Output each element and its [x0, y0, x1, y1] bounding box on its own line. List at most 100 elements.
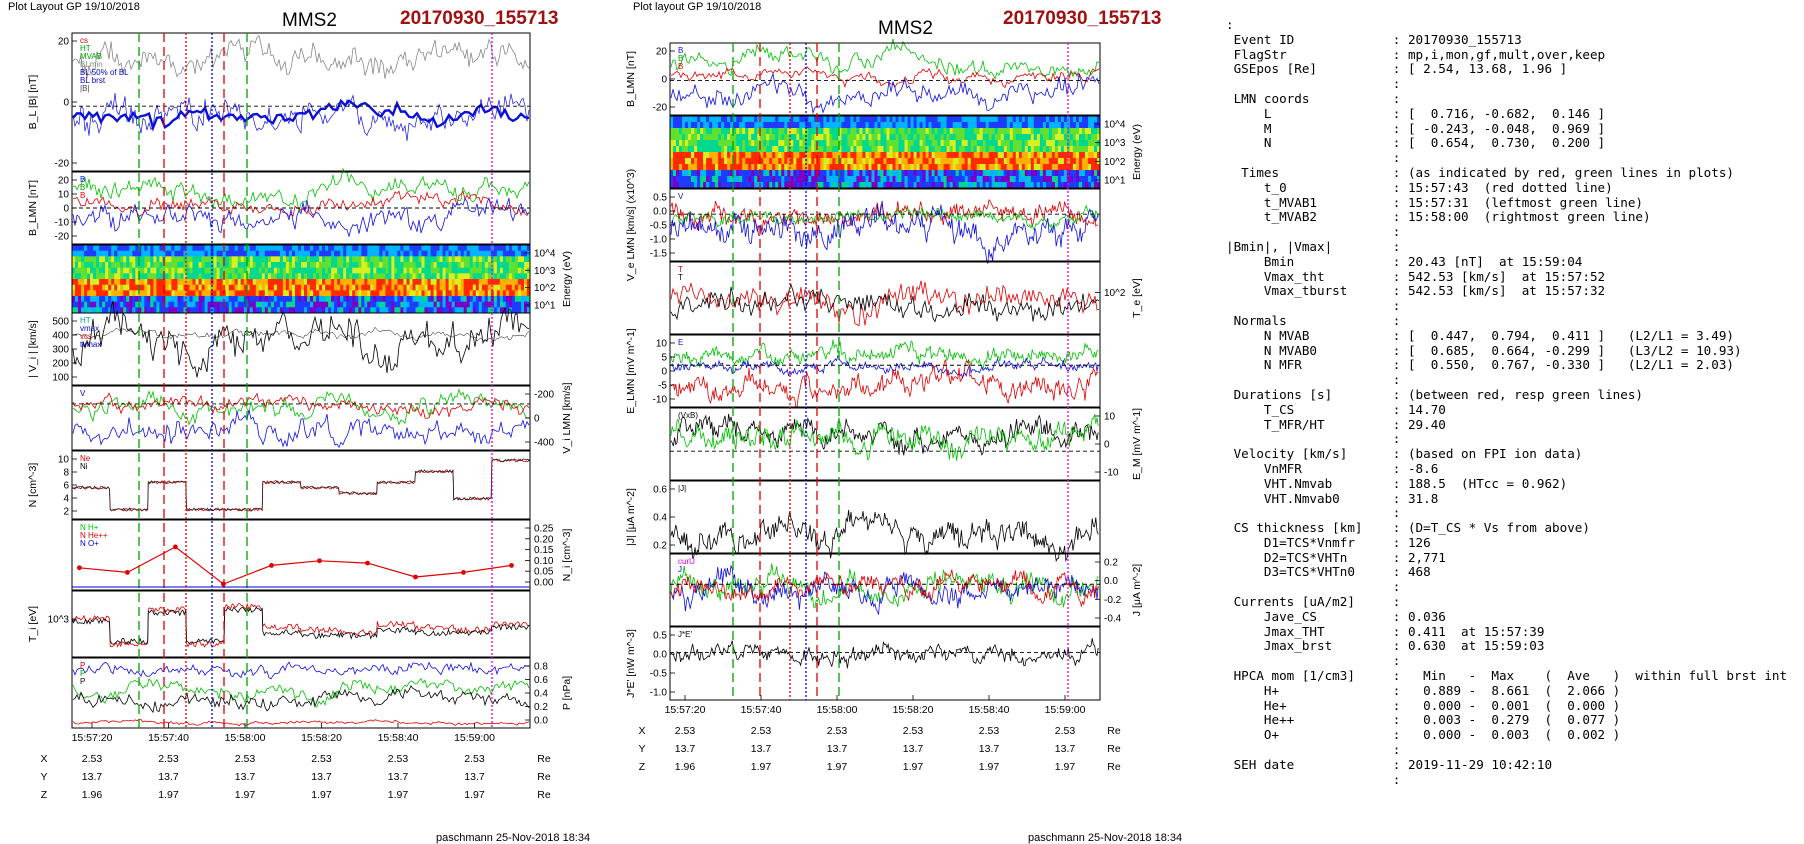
- spectrogram-cell: [129, 245, 133, 252]
- spectrogram-cell: [826, 152, 830, 159]
- spectrogram-cell: [171, 250, 175, 257]
- info-line: :: [1226, 742, 1401, 758]
- spectrogram-cell: [760, 128, 764, 135]
- legend-entry: T: [678, 265, 683, 274]
- spectrogram-cell: [1021, 164, 1026, 171]
- series-line: [670, 413, 1099, 456]
- spectrogram-cell: [994, 116, 999, 123]
- spectrogram-cell: [93, 296, 97, 303]
- spectrogram-cell: [901, 164, 905, 171]
- spectrogram-cell: [478, 273, 483, 280]
- spectrogram-cell: [724, 164, 728, 171]
- spectrogram-cell: [742, 176, 746, 183]
- spectrogram-cell: [192, 267, 196, 274]
- spectrogram-cell: [823, 140, 827, 147]
- spectrogram-cell: [514, 245, 519, 252]
- spectrogram-cell: [460, 273, 465, 280]
- spectrogram-cell: [730, 158, 734, 165]
- spectrogram-cell: [177, 256, 181, 263]
- spectrogram-cell: [793, 152, 797, 159]
- spectrogram-cell: [877, 170, 881, 177]
- spectrogram-cell: [490, 245, 495, 252]
- spectrogram-cell: [400, 307, 404, 314]
- spectrogram-cell: [1000, 116, 1005, 123]
- spectrogram-cell: [234, 307, 239, 314]
- spectrogram-cell: [213, 273, 217, 280]
- spectrogram-cell: [240, 301, 245, 308]
- spectrogram-cell: [679, 182, 683, 189]
- spectrogram-cell: [865, 134, 869, 141]
- spectrogram-cell: [715, 146, 719, 153]
- spectrogram-cell: [766, 134, 770, 141]
- spectrogram-cell: [120, 256, 124, 263]
- spectrogram-cell: [1072, 140, 1077, 147]
- spectrogram-cell: [183, 256, 187, 263]
- spectrogram-cell: [424, 284, 428, 291]
- spectrogram-cell: [301, 267, 305, 274]
- spectrogram-cell: [772, 152, 776, 159]
- series-line: [670, 66, 1100, 89]
- spectrogram-cell: [267, 296, 272, 303]
- spectrogram-cell: [319, 279, 323, 286]
- spectrogram-cell: [310, 262, 314, 269]
- spectrogram-cell: [292, 267, 296, 274]
- ephem-value: 2.53: [827, 725, 848, 737]
- spectrogram-cell: [478, 296, 483, 303]
- spectrogram-cell: [505, 267, 510, 274]
- spectrogram-cell: [766, 164, 770, 171]
- spectrogram-cell: [168, 262, 172, 269]
- spectrogram-cell: [367, 250, 371, 257]
- series-line: [72, 92, 530, 141]
- spectrogram-cell: [868, 158, 872, 165]
- spectrogram-cell: [114, 307, 118, 314]
- spectrogram-cell: [889, 164, 893, 171]
- legend-entry: BL brst: [80, 76, 106, 85]
- spectrogram-cell: [952, 170, 957, 177]
- spectrogram-cell: [343, 284, 347, 291]
- spectrogram-cell: [793, 140, 797, 147]
- info-line: Jmax_brst : 0.630 at 15:59:03: [1226, 638, 1545, 654]
- spectrogram-cell: [1024, 170, 1029, 177]
- spectrogram-cell: [177, 290, 181, 297]
- spectrogram-cell: [93, 267, 97, 274]
- spectrogram-cell: [352, 245, 356, 252]
- spectrogram-cell: [922, 176, 926, 183]
- spectrogram-cell: [267, 267, 272, 274]
- spectrogram-cell: [970, 170, 975, 177]
- spectrogram-cell: [382, 307, 386, 314]
- spectrogram-cell: [754, 122, 758, 129]
- spectrogram-cell: [424, 307, 428, 314]
- spectrogram-cell: [108, 279, 112, 286]
- spectrogram-cell: [409, 284, 413, 291]
- spectrogram-cell: [445, 296, 449, 303]
- spectrogram-cell: [270, 273, 275, 280]
- spectrogram-cell: [688, 164, 692, 171]
- spectrogram-cell: [847, 140, 851, 147]
- spectrogram-cell: [147, 245, 151, 252]
- spectrogram-cell: [907, 140, 911, 147]
- spectrogram-cell: [385, 290, 389, 297]
- spectrogram-cell: [521, 250, 525, 257]
- spectrogram-cell: [1036, 140, 1041, 147]
- spectrogram-cell: [252, 307, 257, 314]
- spectrogram-cell: [712, 182, 716, 189]
- spectrogram-cell: [421, 307, 425, 314]
- spectrogram-cell: [442, 250, 446, 257]
- spectrogram-cell: [688, 134, 692, 141]
- spectrogram-cell: [943, 122, 947, 129]
- spectrogram-cell: [1033, 146, 1038, 153]
- spectrogram-cell: [370, 290, 374, 297]
- spectrogram-cell: [192, 296, 196, 303]
- spectrogram-cell: [171, 273, 175, 280]
- spectrogram-cell: [514, 250, 519, 257]
- spectrogram-cell: [904, 128, 908, 135]
- spectrogram-cell: [1030, 164, 1035, 171]
- spectrogram-cell: [928, 140, 932, 147]
- spectrogram-cell: [138, 245, 142, 252]
- spectrogram-cell: [823, 176, 827, 183]
- spectrogram-cell: [349, 290, 353, 297]
- spectrogram-cell: [153, 307, 157, 314]
- spectrogram-cell: [400, 256, 404, 263]
- spectrogram-cell: [829, 140, 833, 147]
- spectrogram-cell: [826, 134, 830, 141]
